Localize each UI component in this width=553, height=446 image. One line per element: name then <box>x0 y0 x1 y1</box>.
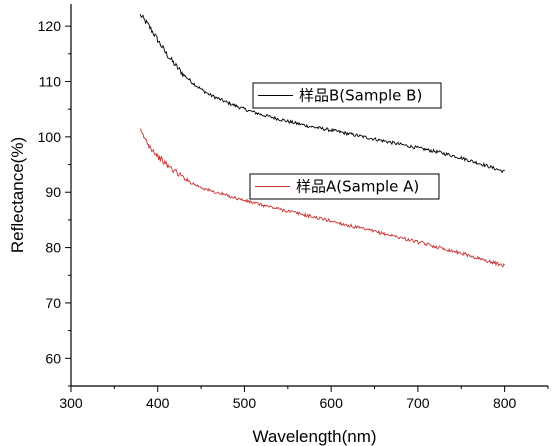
y-axis-title: Reflectance(%) <box>8 137 27 253</box>
y-tick-label: 110 <box>39 74 62 90</box>
series-line-sample-b <box>139 14 505 174</box>
legend-label: 样品B(Sample B) <box>299 87 422 105</box>
y-tick-label: 60 <box>45 350 61 366</box>
y-tick-label: 90 <box>45 184 61 200</box>
y-tick-label: 80 <box>45 240 61 256</box>
y-tick-label: 120 <box>38 18 62 34</box>
y-tick-label: 70 <box>45 295 61 311</box>
x-tick-label: 800 <box>493 395 517 411</box>
legend-label: 样品A(Sample A) <box>296 178 419 196</box>
series-lines <box>139 14 505 268</box>
axes: 300 400 500 600 700 800 60 70 80 90 100 110 120 <box>38 4 549 411</box>
x-tick-label: 300 <box>59 395 83 411</box>
legend: 样品B(Sample B) 样品A(Sample A) <box>249 82 442 200</box>
x-tick-label: 500 <box>233 395 257 411</box>
x-tick-label: 400 <box>146 395 170 411</box>
legend-sample-a: 样品A(Sample A) <box>249 173 440 200</box>
legend-sample-b: 样品B(Sample B) <box>252 82 442 109</box>
series-line-sample-a <box>139 128 505 268</box>
x-tick-label: 600 <box>320 395 344 411</box>
y-tick-label: 100 <box>38 129 62 145</box>
x-tick-label: 700 <box>406 395 430 411</box>
legend-box <box>249 173 440 200</box>
x-axis-title: Wavelength(nm) <box>252 427 376 446</box>
